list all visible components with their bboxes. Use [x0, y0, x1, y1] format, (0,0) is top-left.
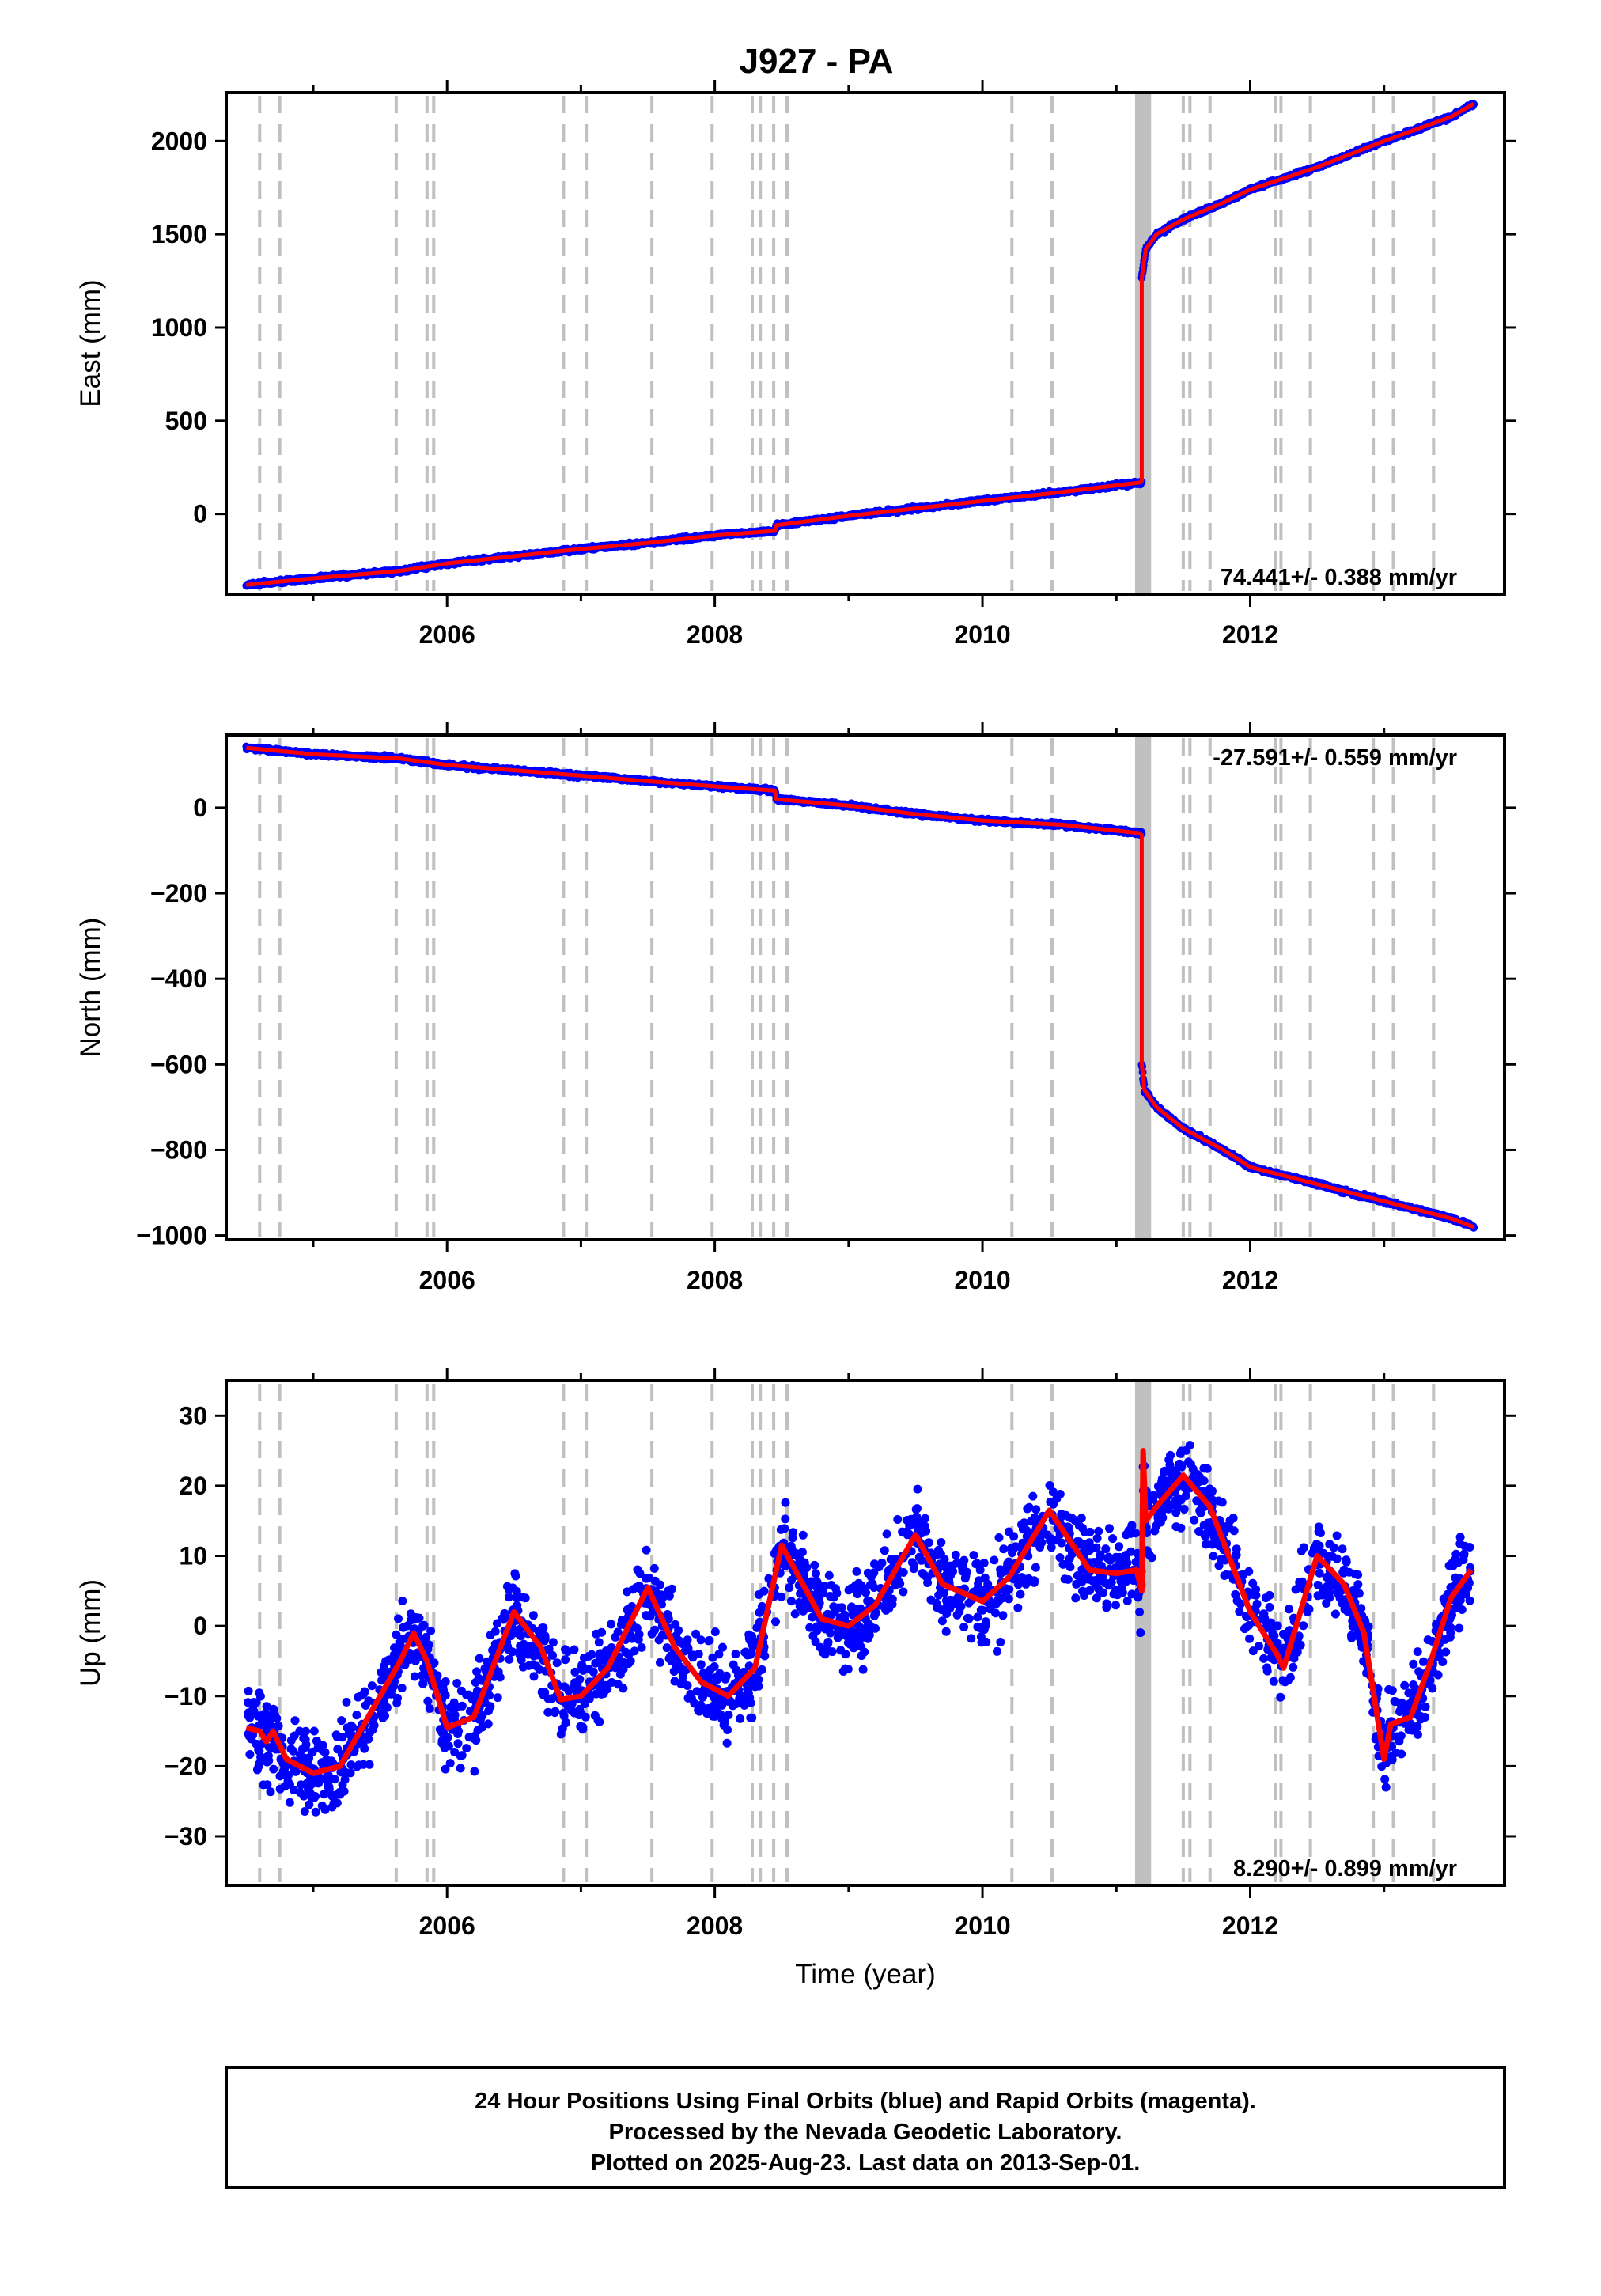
- east-y-tick-label: 0: [193, 500, 207, 529]
- east-data-series: [242, 100, 1478, 590]
- east-x-tick-label: 2008: [687, 620, 743, 649]
- east-panel: 0 500 1000 1500 2000 2006 2008 2010 2012 74.441+…: [75, 80, 1516, 649]
- east-y-tick-label: 2000: [151, 127, 207, 155]
- east-y-tick-label: 1000: [151, 313, 207, 342]
- chart-title: J927 - PA: [740, 42, 894, 81]
- east-rate-label: 74.441+/- 0.388 mm/yr: [1221, 565, 1457, 590]
- east-x-tick-label: 2010: [954, 620, 1010, 649]
- east-x-tick-label: 2012: [1222, 620, 1278, 649]
- north-data-series: [242, 742, 1478, 1232]
- east-y-tick-label: 500: [165, 407, 207, 435]
- east-y-axis-label: East (mm): [75, 279, 106, 407]
- east-x-tick-label: 2006: [419, 620, 475, 649]
- east-y-tick-label: 1500: [151, 220, 207, 248]
- east-event-lines: [258, 93, 1436, 594]
